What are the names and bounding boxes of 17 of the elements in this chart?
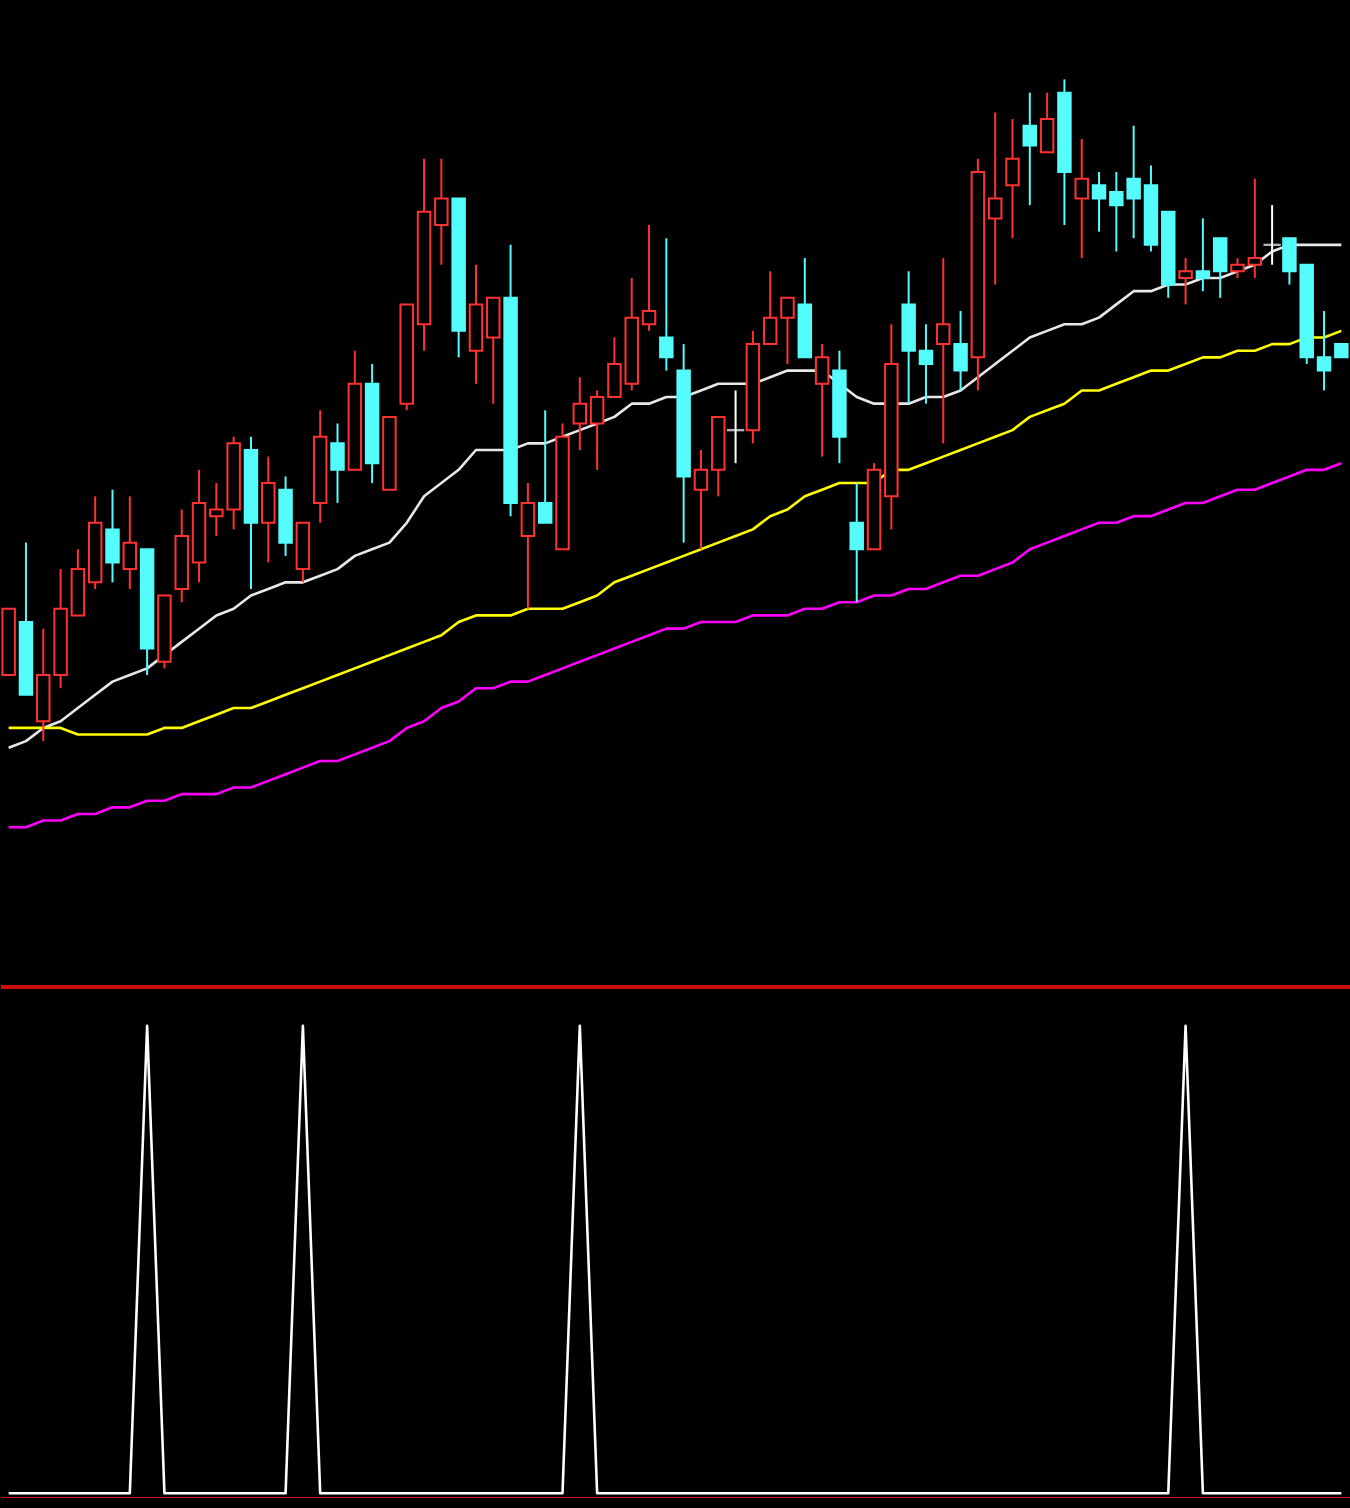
candlestick (105, 488, 120, 584)
candlestick (936, 257, 951, 445)
candlestick (537, 409, 553, 524)
candlestick (1039, 91, 1055, 154)
candlestick (1022, 91, 1038, 207)
candlestick (953, 310, 968, 392)
candlestick (1074, 137, 1089, 260)
candlestick (122, 495, 138, 590)
candlestick (520, 482, 536, 610)
candlestick (814, 343, 830, 458)
candlestick (1005, 118, 1020, 240)
candlestick (261, 455, 276, 564)
candlestick (659, 237, 674, 372)
candlestick (849, 482, 864, 604)
candlestick (330, 422, 345, 504)
candlestick (295, 521, 311, 584)
candlestick (1178, 257, 1193, 306)
